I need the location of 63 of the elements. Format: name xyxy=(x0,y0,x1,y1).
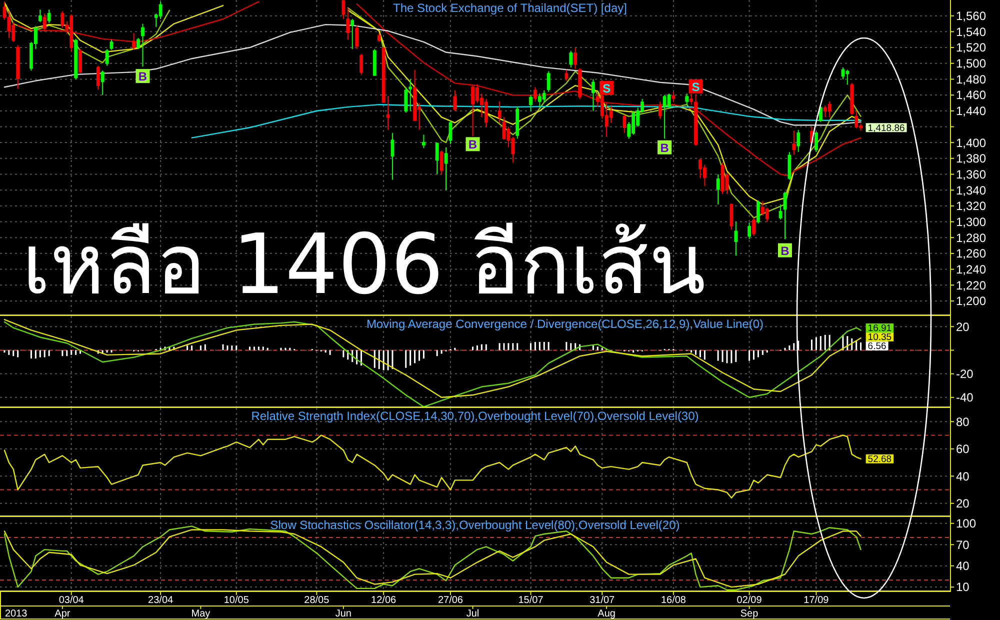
y-tick-label: 1,560 xyxy=(956,9,986,24)
y-tick-label: 1,460 xyxy=(956,88,986,102)
annotation: 1,418.86 xyxy=(868,122,905,134)
data-label: 16.91 xyxy=(868,323,892,334)
y-tick-label: 1,300 xyxy=(956,214,986,229)
x-tick-label: 03/04 xyxy=(58,595,84,606)
data-label: B xyxy=(468,138,478,152)
y-tick-label: 1,340 xyxy=(956,183,986,198)
y-tick-label: 20 xyxy=(956,496,970,511)
y-tick-label: 100 xyxy=(956,516,976,531)
x-tick-label: 17/09 xyxy=(804,595,830,606)
x-tick-label: 16/08 xyxy=(660,595,686,606)
y-tick-label: 1,360 xyxy=(956,167,986,182)
x-tick-label: 02/09 xyxy=(736,595,762,606)
x-tick-label: 15/07 xyxy=(518,595,544,606)
y-tick-label: 60 xyxy=(956,442,970,456)
annotation: เหลือ 1406 อีกเส้น xyxy=(22,216,706,313)
data-label: 10.35 xyxy=(868,332,892,344)
data-label: B xyxy=(660,140,670,155)
data-label: 52.68 xyxy=(868,454,892,466)
y-tick-label: -40 xyxy=(956,390,974,405)
chart-title: The Stock Exchange of Thailand(SET) [day] xyxy=(393,1,627,15)
y-tick-label: 1,520 xyxy=(956,40,986,55)
y-tick-label: 1,380 xyxy=(956,152,986,166)
annotation: 6.56 xyxy=(868,341,886,352)
y-tick-label: 1,240 xyxy=(956,262,986,276)
y-tick-label: 1,500 xyxy=(956,56,986,71)
y-tick-label: 20 xyxy=(956,320,970,334)
y-tick-label: -20 xyxy=(956,366,974,381)
y-tick-label: 1,280 xyxy=(956,230,986,245)
x-tick-label: 28/05 xyxy=(304,595,330,606)
y-tick-label: 1,400 xyxy=(956,136,986,150)
x-tick-label: 31/07 xyxy=(590,595,616,606)
y-tick-label: 1,480 xyxy=(956,72,986,86)
y-tick-label: 10 xyxy=(956,580,970,594)
y-tick-label: 40 xyxy=(956,469,970,484)
x-tick-label: 27/06 xyxy=(438,595,464,606)
y-tick-label: 1,220 xyxy=(956,278,986,292)
x2-tick-label: Jul xyxy=(466,608,480,620)
y-tick-label: 1,260 xyxy=(956,246,986,261)
x-tick-label: 10/05 xyxy=(224,595,250,606)
data-label: B xyxy=(138,70,148,84)
chart-title: Slow Stochastics Oscillator(14,3,3),Overbought Level(80),Oversold Level(20) xyxy=(270,518,680,532)
x2-tick-label: Sep xyxy=(740,608,759,620)
data-label: B xyxy=(780,244,790,258)
y-tick-label: 80 xyxy=(956,414,970,429)
x2-tick-label: Aug xyxy=(598,608,616,620)
x2-tick-label: Jun xyxy=(335,608,352,620)
y-tick-label: 1,200 xyxy=(956,294,986,308)
x2-tick-label: Apr xyxy=(54,608,71,620)
x2-tick-label: May xyxy=(191,608,210,620)
chart-title: Moving Average Convergence / Divergence(CLOSE,26,12,9),Value Line(0) xyxy=(366,317,764,331)
y-tick-label: 70 xyxy=(956,538,970,552)
data-label: S xyxy=(602,81,611,96)
chart-title: Relative Strength Index(CLOSE,14,30,70),Overbought Level(70),Oversold Level(30) xyxy=(251,409,699,423)
y-tick-label: 1,440 xyxy=(956,104,986,118)
x2-axis-title: 2013 xyxy=(5,608,28,620)
data-label: S xyxy=(692,80,700,94)
y-tick-label: 40 xyxy=(956,559,970,574)
y-tick-label: 1,320 xyxy=(956,199,986,214)
x-tick-label: 23/04 xyxy=(148,595,174,606)
y-tick-label: 1,540 xyxy=(956,24,986,39)
x-tick-label: 12/06 xyxy=(371,595,397,606)
